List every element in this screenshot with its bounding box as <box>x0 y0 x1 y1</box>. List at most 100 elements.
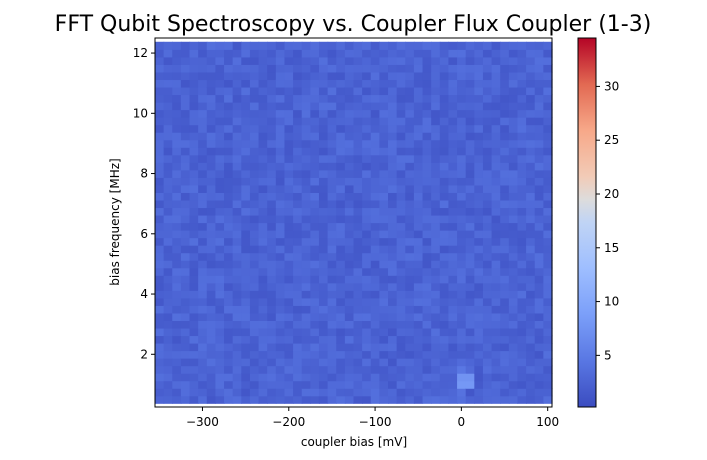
heatmap-cell <box>517 199 527 209</box>
heatmap-cell <box>439 245 450 254</box>
heatmap-cell <box>508 41 519 50</box>
heatmap-cell <box>379 184 389 193</box>
heatmap-cell <box>327 71 337 81</box>
heatmap-cell <box>422 79 432 88</box>
heatmap-cell <box>362 169 372 178</box>
heatmap-cell <box>534 358 544 367</box>
heatmap-cell <box>232 71 242 81</box>
heatmap-cell <box>396 312 406 321</box>
heatmap-cell <box>318 184 329 193</box>
heatmap-cell <box>336 56 346 65</box>
heatmap-cell <box>258 327 268 337</box>
heatmap-cell <box>301 335 311 344</box>
heatmap-cell <box>517 297 527 306</box>
heatmap-cell <box>534 350 544 359</box>
heatmap-cell <box>370 305 380 314</box>
heatmap-cell <box>344 162 355 171</box>
heatmap-cell <box>344 297 355 306</box>
heatmap-cell <box>431 64 441 73</box>
heatmap-cell <box>336 327 346 337</box>
heatmap-cell <box>189 305 199 314</box>
heatmap-cell <box>284 162 294 171</box>
heatmap-cell <box>474 184 484 193</box>
heatmap-cell <box>336 312 346 321</box>
heatmap-cell <box>413 124 424 133</box>
heatmap-cell <box>215 64 225 73</box>
heatmap-cell <box>517 275 527 284</box>
heatmap-cell <box>301 169 311 178</box>
heatmap-cell <box>543 49 553 58</box>
heatmap-cell <box>172 64 182 73</box>
colorbar-tick-label: 25 <box>604 133 619 147</box>
heatmap-cell <box>275 252 286 261</box>
heatmap-cell <box>482 350 493 359</box>
heatmap-cell <box>388 147 398 156</box>
heatmap-cell <box>431 388 441 397</box>
heatmap-cell <box>206 388 217 397</box>
heatmap-cell <box>163 154 173 163</box>
heatmap-cell <box>284 252 294 261</box>
heatmap-cell <box>362 252 372 261</box>
heatmap-cell <box>163 102 173 111</box>
heatmap-cell <box>448 335 458 344</box>
heatmap-cell <box>284 290 294 299</box>
heatmap-cell <box>310 207 320 216</box>
heatmap-cell <box>258 230 268 239</box>
heatmap-cell <box>353 275 363 284</box>
heatmap-cell <box>241 192 251 201</box>
heatmap-cell <box>284 117 294 126</box>
heatmap-cell <box>206 86 217 96</box>
heatmap-cell <box>439 64 450 73</box>
heatmap-cell <box>474 267 484 276</box>
heatmap-cell <box>284 388 294 397</box>
heatmap-cell <box>465 41 475 50</box>
heatmap-cell <box>543 124 553 133</box>
heatmap-cell <box>224 147 234 156</box>
heatmap-cell <box>301 199 311 209</box>
heatmap-cell <box>318 102 329 111</box>
heatmap-cell <box>301 154 311 163</box>
heatmap-cell <box>457 388 467 397</box>
heatmap-cell <box>439 56 450 65</box>
heatmap-cell <box>388 102 398 111</box>
heatmap-cell <box>353 245 363 254</box>
heatmap-cell <box>258 139 268 148</box>
heatmap-cell <box>224 117 234 126</box>
heatmap-cell <box>396 94 406 103</box>
heatmap-cell <box>327 177 337 186</box>
heatmap-cell <box>422 86 432 96</box>
heatmap-cell <box>362 290 372 299</box>
heatmap-cell <box>249 237 260 246</box>
heatmap-cell <box>310 252 320 261</box>
heatmap-cell <box>284 79 294 88</box>
heatmap-cell <box>310 117 320 126</box>
heatmap-cell <box>189 109 199 118</box>
heatmap-cell <box>172 199 182 209</box>
heatmap-cell <box>293 102 303 111</box>
heatmap-cell <box>491 184 501 193</box>
heatmap-cell <box>241 49 251 58</box>
heatmap-cell <box>388 245 398 254</box>
heatmap-cell <box>543 117 553 126</box>
heatmap-cell <box>482 86 493 96</box>
heatmap-cell <box>310 350 320 359</box>
heatmap-cell <box>370 94 380 103</box>
heatmap-cell <box>405 102 415 111</box>
heatmap-cell <box>241 132 251 141</box>
heatmap-cell <box>189 282 199 291</box>
heatmap-cell <box>508 373 519 382</box>
heatmap-cell <box>396 64 406 73</box>
heatmap-cell <box>448 358 458 367</box>
heatmap-cell <box>163 260 173 269</box>
heatmap-cell <box>249 214 260 224</box>
heatmap-cell <box>293 49 303 58</box>
heatmap-cell <box>267 282 277 291</box>
heatmap-cell <box>517 184 527 193</box>
heatmap-cell <box>293 64 303 73</box>
heatmap-cell <box>439 79 450 88</box>
heatmap-cell <box>155 358 165 367</box>
heatmap-cell <box>224 267 234 276</box>
heatmap-cell <box>465 305 475 314</box>
heatmap-cell <box>370 184 380 193</box>
heatmap-cell <box>310 327 320 337</box>
